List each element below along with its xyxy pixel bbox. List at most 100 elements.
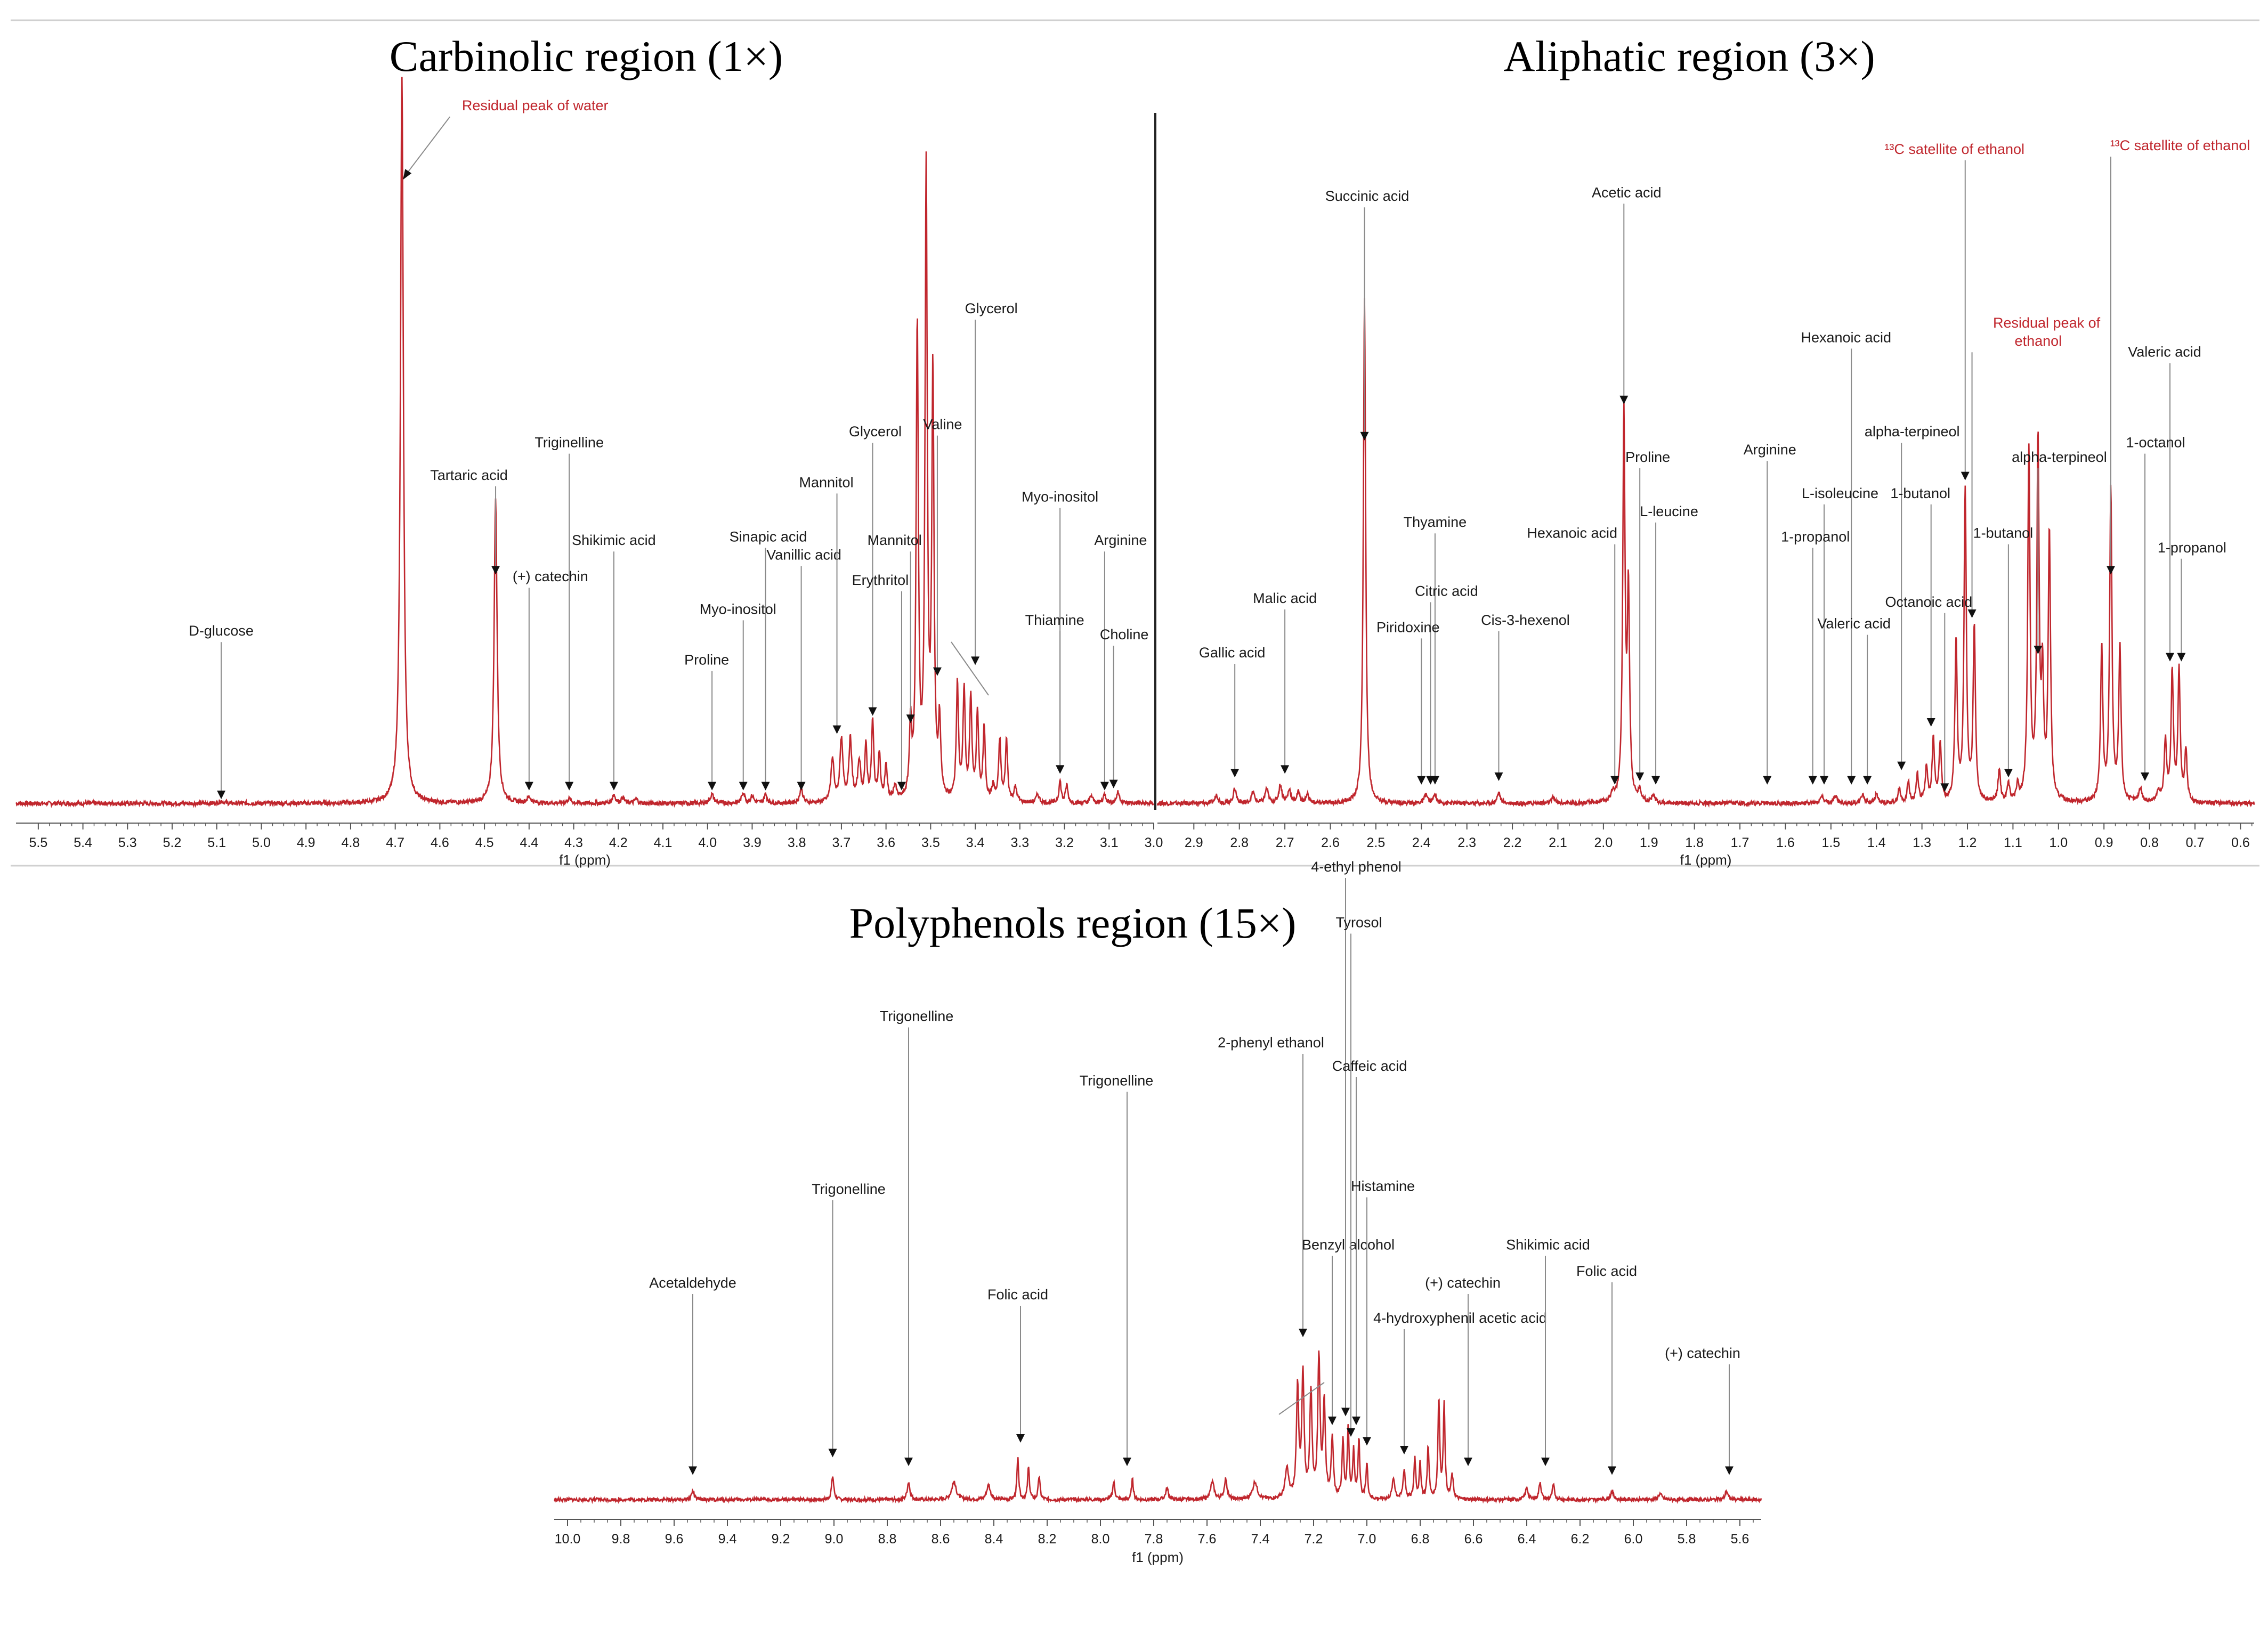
aliphatic-tick-label: 2.0 xyxy=(1594,835,1613,850)
annotation-arrowhead xyxy=(609,782,618,791)
aliphatic-annotation: Malic acid xyxy=(1253,590,1317,774)
carbinolic-annotation: Myo-inositol xyxy=(700,601,776,791)
annotation-label: Folic acid xyxy=(1576,1263,1637,1279)
annotation-label: Trigonelline xyxy=(1080,1073,1154,1089)
polyphenols-tick-label: 6.8 xyxy=(1411,1532,1430,1547)
annotation-arrowhead xyxy=(1961,471,1970,481)
annotation-label: alpha-terpineol xyxy=(2012,449,2107,465)
aliphatic-annotation: Succinic acid xyxy=(1325,188,1409,441)
annotation-label: alpha-terpineol xyxy=(1865,424,1960,440)
carbinolic-annotation: Valine xyxy=(923,417,962,676)
aliphatic-annotation: Octanoic acid xyxy=(1885,594,1972,792)
annotation-label: 1-butanol xyxy=(1890,485,1950,501)
annotation-label: Tartaric acid xyxy=(430,467,508,483)
annotation-label: Sinapic acid xyxy=(730,528,807,544)
aliphatic-annotation: 1-butanol xyxy=(1973,525,2034,778)
annotation-label: 1-octanol xyxy=(2126,435,2185,451)
polyphenols-title: Polyphenols region (15×) xyxy=(849,899,1297,947)
carbinolic-annotation: Mannitol xyxy=(868,532,922,723)
annotation-arrowhead xyxy=(1541,1458,1550,1466)
annotation-label: Arginine xyxy=(1094,532,1147,548)
annotation-arrowhead xyxy=(1619,395,1629,404)
polyphenols-annotation: Caffeic acid xyxy=(1332,1058,1407,1425)
annotation-arrowhead xyxy=(565,782,574,791)
annotation-arrowhead xyxy=(1016,1434,1025,1443)
annotation-label: Trigonelline xyxy=(880,1008,954,1024)
annotation-arrowhead xyxy=(2177,653,2186,662)
polyphenols-annotation: Trigonelline xyxy=(1080,1073,1154,1466)
annotation-arrowhead xyxy=(739,782,748,791)
annotation-label: Arginine xyxy=(1744,442,1796,458)
carbinolic-annotation: D-glucose xyxy=(189,623,254,799)
carbinolic-annotation: Proline xyxy=(684,652,729,791)
carbinolic-annotation: Thiamine xyxy=(1025,612,1084,774)
annotation-arrowhead xyxy=(1352,1417,1360,1425)
carbinolic-tick-label: 3.2 xyxy=(1055,835,1074,850)
aliphatic-annotation: Acetic acid xyxy=(1592,184,1662,404)
polyphenols-tick-label: 7.8 xyxy=(1145,1532,1163,1547)
polyphenols-annotation: Tyrosol xyxy=(1335,915,1382,1437)
annotation-label: (+) catechin xyxy=(1665,1345,1740,1361)
aliphatic-annotation: Hexanoic acid xyxy=(1801,329,1891,785)
annotation-label: Shikimic acid xyxy=(1506,1237,1590,1253)
carbinolic-tick-label: 3.7 xyxy=(832,835,851,850)
carbinolic-annotation: Triginelline xyxy=(534,435,604,791)
carbinolic-tick-label: 5.4 xyxy=(74,835,92,850)
annotation-arrowhead xyxy=(906,714,915,723)
polyphenols-tick-label: 6.0 xyxy=(1624,1532,1643,1547)
aliphatic-annotation: L-isoleucine xyxy=(1802,485,1878,785)
annotation-arrowhead xyxy=(1897,761,1906,770)
aliphatic-tick-label: 0.7 xyxy=(2186,835,2205,850)
polyphenols-annotation: (+) catechin xyxy=(1665,1345,1740,1475)
annotation-label: ¹³C satellite of ethanol xyxy=(2110,137,2250,153)
polyphenols-tick-label: 6.4 xyxy=(1518,1532,1536,1547)
aliphatic-annotation: 1-propanol xyxy=(2158,540,2226,662)
aliphatic-annotation: 1-butanol xyxy=(1890,485,1950,727)
aliphatic-annotation: ¹³C satellite of ethanol xyxy=(1884,141,2024,481)
annotation-arrowhead xyxy=(1341,1408,1350,1417)
polyphenols-annotation: 2-phenyl ethanol xyxy=(1218,1035,1324,1337)
aliphatic-spectrum-line xyxy=(1156,298,2255,808)
aliphatic-tick-label: 1.3 xyxy=(1913,835,1931,850)
annotation-arrowhead xyxy=(217,791,226,799)
annotation-arrowhead xyxy=(897,782,906,791)
polyphenols-tick-label: 8.8 xyxy=(878,1532,897,1547)
polyphenols-annotation: Folic acid xyxy=(987,1287,1048,1443)
carbinolic-annotation: Residual peak of water xyxy=(403,97,609,180)
polyphenols-tick-label: 9.4 xyxy=(718,1532,737,1547)
aliphatic-annotation: Arginine xyxy=(1744,442,1796,785)
annotation-arrowhead xyxy=(1360,432,1369,441)
annotation-leader-line xyxy=(406,116,451,175)
annotation-arrowhead xyxy=(1426,776,1435,785)
aliphatic-tick-label: 1.9 xyxy=(1640,835,1658,850)
carbinolic-tick-label: 4.6 xyxy=(431,835,449,850)
annotation-label: Valeric acid xyxy=(2128,344,2201,360)
annotation-label: Hexanoic acid xyxy=(1527,525,1617,541)
annotation-arrowhead xyxy=(2034,646,2043,654)
annotation-arrowhead xyxy=(971,656,980,665)
carbinolic-annotation: Glycerol xyxy=(849,424,902,716)
annotation-arrowhead xyxy=(1363,1437,1371,1446)
annotation-arrowhead xyxy=(1940,783,1949,792)
annotation-arrowhead xyxy=(1400,1446,1408,1454)
annotation-label: ¹³C satellite of ethanol xyxy=(1884,141,2024,157)
aliphatic-annotation: Citric acid xyxy=(1415,583,1478,785)
annotation-label: Caffeic acid xyxy=(1332,1058,1407,1074)
polyphenols-annotation: 4-ethyl phenol xyxy=(1311,859,1402,1417)
annotation-arrowhead xyxy=(832,725,841,734)
annotation-arrowhead xyxy=(2107,566,2116,575)
polyphenols-spectrum-line xyxy=(553,1350,1762,1504)
polyphenols-tick-label: 9.6 xyxy=(665,1532,684,1547)
carbinolic-annotation: Vanillic acid xyxy=(766,547,841,791)
annotation-arrowhead xyxy=(2141,772,2150,781)
annotation-arrowhead xyxy=(933,667,942,676)
polyphenols-annotation: 4-hydroxyphenil acetic acid xyxy=(1373,1310,1547,1454)
annotation-label: Malic acid xyxy=(1253,590,1317,606)
carbinolic-annotation: Glycerol xyxy=(965,300,1018,665)
annotation-label: 4-hydroxyphenil acetic acid xyxy=(1373,1310,1547,1326)
annotation-label: 1-butanol xyxy=(1973,525,2034,541)
aliphatic-tick-label: 0.9 xyxy=(2095,835,2113,850)
carbinolic-tick-label: 5.5 xyxy=(29,835,47,850)
aliphatic-annotation: Valeric acid xyxy=(2128,344,2201,662)
carbinolic-title: Carbinolic region (1×) xyxy=(390,32,783,80)
